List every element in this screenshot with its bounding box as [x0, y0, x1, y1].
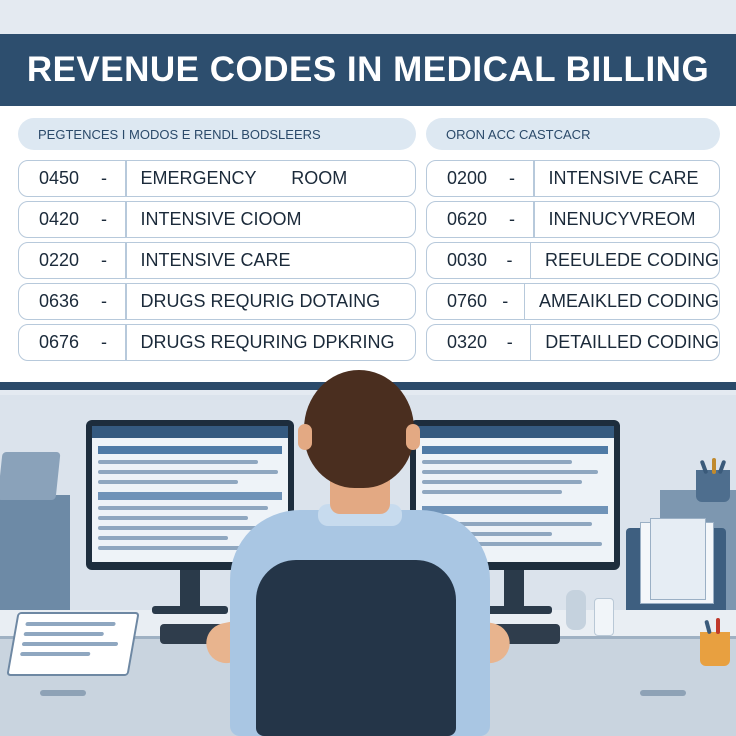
clipboard-document — [6, 612, 140, 676]
code-dash: - — [101, 250, 107, 270]
code-number: 0760 — [447, 291, 488, 311]
right-column-header: ORON ACC CASTCACR — [426, 118, 720, 150]
code-number: 0420 — [39, 209, 80, 229]
code-number: 0030 — [447, 250, 488, 270]
code-number: 0620 — [447, 209, 488, 229]
code-row: 0320 - DETAILLED CODING — [426, 324, 720, 361]
tablet-icon — [0, 452, 61, 500]
code-row: 0220 - INTENSIVE CARE — [18, 242, 416, 279]
code-description: INTENSIVE CIOOM — [140, 209, 302, 229]
left-column-header: PEGTENCES I MODOS E RENDL BODSLEERS — [18, 118, 416, 150]
code-dash: - — [502, 291, 509, 311]
code-dash: - — [506, 332, 513, 352]
pencil-cup-icon — [700, 618, 730, 666]
code-row: 0450 - EMERGENCY ROOM — [18, 160, 416, 197]
code-row: 0676 - DRUGS REQURING DPKRING — [18, 324, 416, 361]
code-dash: - — [101, 332, 107, 352]
code-description: DRUGS REQURIG DOTAING — [140, 291, 381, 311]
code-number: 0220 — [39, 250, 80, 270]
code-number: 0676 — [39, 332, 80, 352]
code-number: 0320 — [447, 332, 488, 352]
code-dash: - — [101, 168, 107, 188]
code-number: 0636 — [39, 291, 80, 311]
right-monitor — [410, 420, 620, 570]
code-number: 0200 — [447, 168, 488, 188]
desk-figurine — [566, 590, 586, 630]
code-description: DRUGS REQURING DPKRING — [140, 332, 395, 352]
code-dash: - — [101, 209, 107, 229]
code-dash: - — [506, 250, 513, 270]
bottle — [594, 598, 614, 636]
code-row: 0030 - REEULEDE CODING — [426, 242, 720, 279]
code-row: 0636 - DRUGS REQURIG DOTAING — [18, 283, 416, 320]
pencil-cup-icon — [696, 458, 730, 502]
code-description: REEULEDE CODING — [544, 250, 719, 270]
code-description: INTENSIVE CARE — [140, 250, 291, 270]
board-title: REVENUE CODES IN MEDICAL BILLING — [0, 34, 736, 106]
office-chair-icon — [256, 560, 456, 736]
code-description: AMEAIKLED CODING — [538, 291, 719, 311]
code-number: 0450 — [39, 168, 80, 188]
code-dash: - — [509, 209, 515, 229]
code-description: INTENSIVE CARE — [548, 168, 699, 188]
revenue-codes-board: REVENUE CODES IN MEDICAL BILLING PEGTENC… — [0, 34, 736, 390]
code-description: DETAILLED CODING — [545, 332, 719, 352]
code-row: 0760 - AMEAIKLED CODING — [426, 283, 720, 320]
code-row: 0620 - INENUCYVREOM — [426, 201, 720, 238]
code-dash: - — [101, 291, 107, 311]
code-description: EMERGENCY ROOM — [140, 168, 348, 188]
code-description: INENUCYVREOM — [548, 209, 696, 229]
code-row: 0420 - INTENSIVE CIOOM — [18, 201, 416, 238]
left-cabinet — [0, 495, 70, 625]
code-row: 0200 - INTENSIVE CARE — [426, 160, 720, 197]
code-dash: - — [509, 168, 515, 188]
